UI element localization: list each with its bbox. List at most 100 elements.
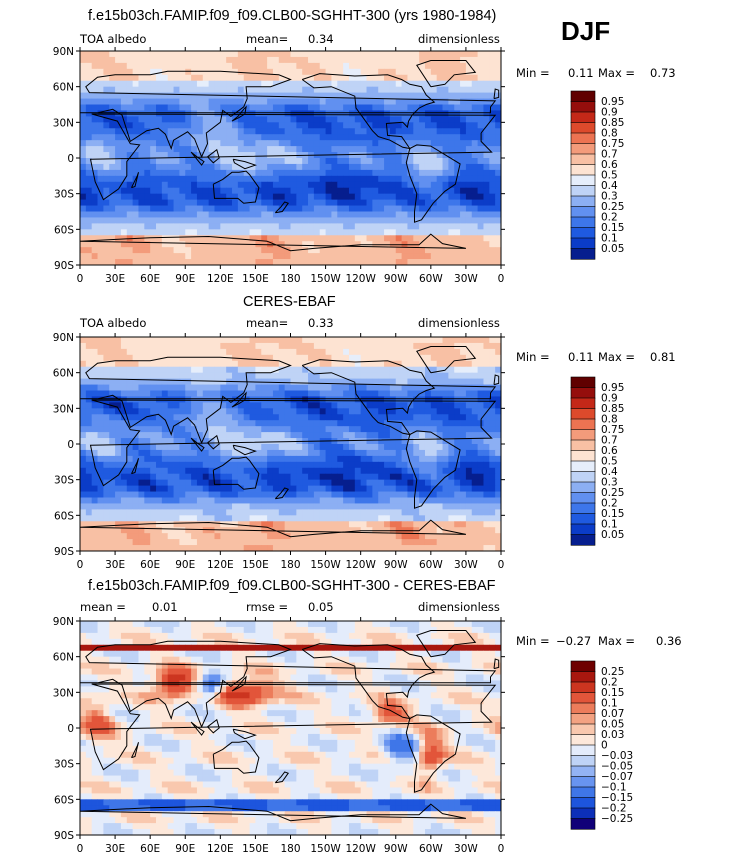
- colorbar-swatch: [570, 502, 596, 515]
- colorbar-label: 0.7: [601, 435, 618, 447]
- colorbar-label: 0.5: [601, 170, 618, 182]
- colorbar-label: 0.25: [601, 201, 624, 213]
- colorbar-label: 0.05: [601, 719, 624, 731]
- colorbar-swatch: [570, 702, 596, 715]
- lon-tick-label: 150E: [242, 559, 269, 571]
- colorbar-label: 0.7: [601, 149, 618, 161]
- lon-tick-label: 60W: [419, 559, 443, 571]
- colorbar-scale: 0.950.90.850.80.750.70.60.50.40.30.250.2…: [570, 90, 624, 260]
- min-value: 0.11: [568, 66, 594, 80]
- colorbar-label: −0.05: [601, 761, 633, 773]
- lat-tick-label: 60S: [54, 510, 74, 522]
- colorbar-label: 0.95: [601, 382, 624, 394]
- colorbar-swatch: [570, 797, 596, 809]
- panel-title: CERES-EBAF: [243, 294, 336, 310]
- colorbar-label: 0.1: [601, 519, 618, 531]
- colorbar-swatch: [570, 216, 596, 229]
- colorbar-swatch: [570, 206, 596, 218]
- mean-value: 0.33: [308, 316, 334, 330]
- colorbar-swatch: [570, 460, 596, 473]
- colorbar-label: 0.85: [601, 403, 624, 415]
- colorbar-label: 0.4: [601, 180, 618, 192]
- lat-tick-label: 90S: [54, 830, 74, 842]
- lon-tick-label: 90W: [384, 273, 408, 285]
- colorbar-swatch: [570, 671, 596, 683]
- colorbar-swatch: [570, 143, 596, 155]
- colorbar-swatch: [570, 713, 596, 725]
- colorbar-scale: 0.250.20.150.10.070.050.030−0.03−0.05−0.…: [570, 660, 633, 830]
- lat-tick-label: 30N: [53, 403, 74, 415]
- colorbar-label: −0.25: [601, 813, 633, 825]
- colorbar-swatch: [570, 776, 596, 788]
- colorbar-swatch: [570, 471, 596, 483]
- colorbar-swatch: [570, 164, 596, 176]
- colorbar-swatch: [570, 534, 596, 546]
- colorbar-swatch: [570, 481, 596, 494]
- min-label: Min =: [516, 350, 550, 364]
- lon-tick-label: 90W: [384, 559, 408, 571]
- colorbar-swatch: [570, 692, 596, 704]
- lon-tick-label: 150W: [310, 559, 341, 571]
- season-label: DJF: [561, 16, 611, 46]
- mean-value: 0.34: [308, 32, 334, 46]
- lon-tick-label: 0: [77, 843, 84, 855]
- colorbar-swatch: [570, 153, 596, 166]
- colorbar-swatch: [570, 237, 596, 250]
- colorbar-label: 0.9: [601, 393, 618, 405]
- lon-tick-label: 180: [280, 273, 300, 285]
- lat-tick-label: 90N: [53, 332, 74, 344]
- lat-tick-label: 60S: [54, 794, 74, 806]
- colorbar-label: −0.03: [601, 750, 633, 762]
- colorbar-swatch: [570, 439, 596, 452]
- colorbar-swatch: [570, 408, 596, 420]
- lat-tick-label: 90S: [54, 546, 74, 558]
- lon-tick-label: 30W: [454, 843, 478, 855]
- max-value: 0.36: [656, 634, 682, 648]
- colorbar-label: 0: [601, 740, 608, 752]
- colorbar-swatch: [570, 387, 596, 399]
- lon-tick-label: 90E: [175, 843, 195, 855]
- colorbar-label: 0.6: [601, 159, 618, 171]
- rmse-label: rmse =: [246, 600, 289, 614]
- colorbar-label: −0.07: [601, 771, 633, 783]
- lat-tick-label: 0: [67, 439, 74, 451]
- max-label: Max =: [598, 350, 636, 364]
- lat-tick-label: 30S: [54, 189, 74, 201]
- lon-tick-label: 0: [498, 273, 505, 285]
- colorbar-label: 0.1: [601, 233, 618, 245]
- lat-tick-label: 30N: [53, 687, 74, 699]
- colorbar-swatch: [570, 174, 596, 187]
- lat-tick-label: 0: [67, 153, 74, 165]
- colorbar-label: 0.4: [601, 466, 618, 478]
- lon-tick-label: 30W: [454, 559, 478, 571]
- lat-tick-label: 30S: [54, 759, 74, 771]
- colorbar-swatch: [570, 429, 596, 441]
- lon-tick-label: 150W: [310, 843, 341, 855]
- colorbar-label: 0.2: [601, 498, 618, 510]
- colorbar-label: 0.75: [601, 424, 624, 436]
- colorbar-swatch: [570, 723, 596, 736]
- mean-label: mean=: [246, 32, 289, 46]
- colorbar-swatch: [570, 755, 596, 767]
- colorbar-swatch: [570, 397, 596, 410]
- colorbar-swatch: [570, 90, 596, 103]
- panel-title: f.e15b03ch.FAMIP.f09_f09.CLB00-SGHHT-300…: [88, 578, 496, 594]
- min-label: Min =: [516, 66, 550, 80]
- lon-tick-label: 30E: [105, 559, 125, 571]
- coastlines: [79, 60, 500, 252]
- colorbar-label: 0.05: [601, 243, 624, 255]
- lon-tick-label: 60W: [419, 843, 443, 855]
- colorbar-label: −0.1: [601, 782, 627, 794]
- lon-tick-label: 30E: [105, 843, 125, 855]
- colorbar-label: 0.75: [601, 138, 624, 150]
- colorbar-swatch: [570, 132, 596, 145]
- lat-tick-label: 60S: [54, 224, 74, 236]
- colorbar-label: 0.3: [601, 477, 618, 489]
- colorbar-swatch: [570, 248, 596, 260]
- colorbar-label: 0.5: [601, 456, 618, 468]
- colorbar-swatch: [570, 450, 596, 462]
- colorbar-label: 0.3: [601, 191, 618, 203]
- lon-tick-label: 120E: [207, 273, 234, 285]
- colorbar-swatch: [570, 744, 596, 757]
